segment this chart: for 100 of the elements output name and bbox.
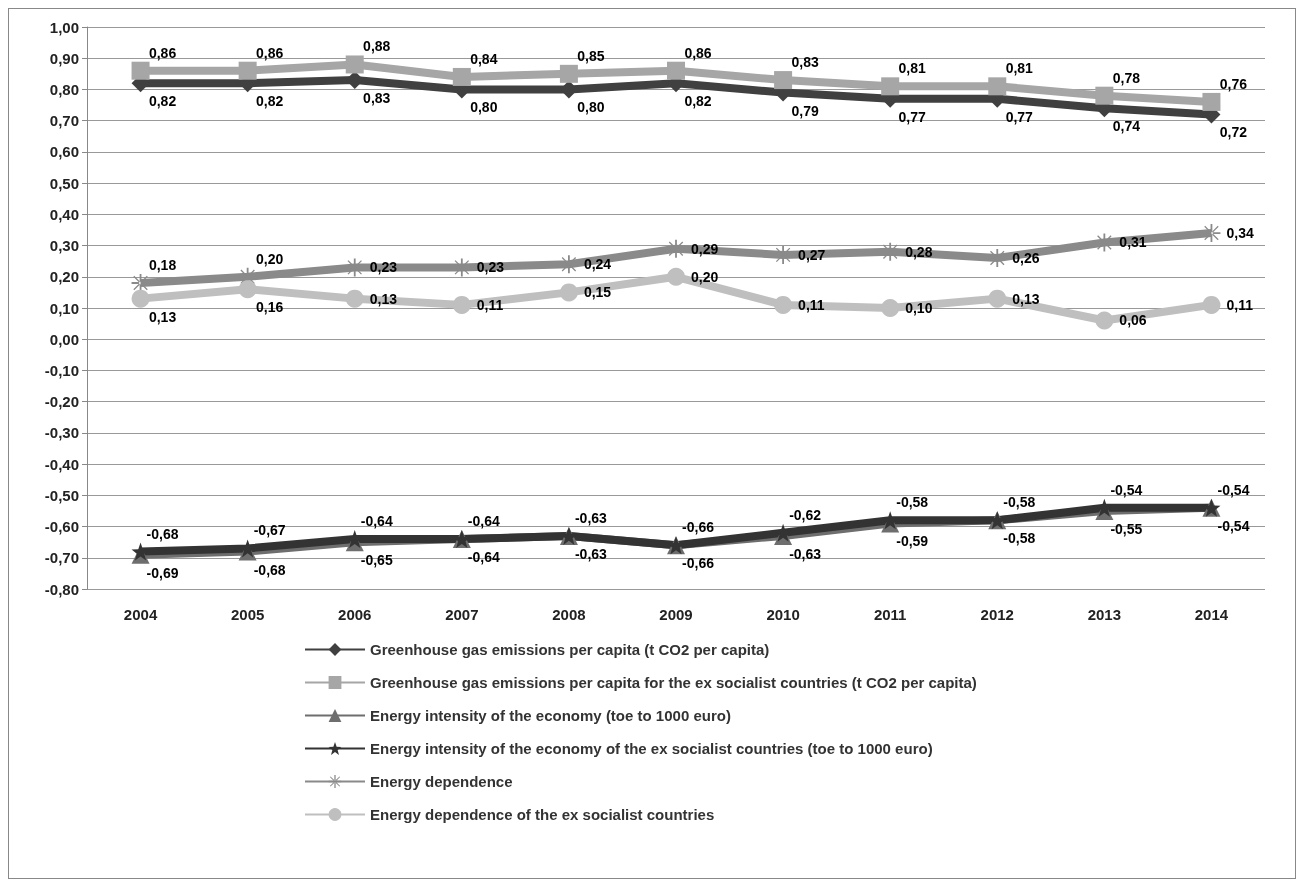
data-label: 0,82 bbox=[256, 93, 284, 110]
point bbox=[1202, 92, 1221, 111]
data-label: -0,58 bbox=[1003, 494, 1036, 511]
data-label: 0,10 bbox=[905, 300, 933, 316]
point bbox=[774, 295, 793, 314]
point bbox=[774, 71, 793, 90]
data-label: -0,55 bbox=[1110, 520, 1143, 537]
data-label: 0,83 bbox=[363, 90, 391, 107]
point bbox=[345, 258, 364, 277]
data-label: 0,74 bbox=[1112, 118, 1141, 135]
data-label: 0,16 bbox=[256, 299, 284, 316]
point bbox=[238, 61, 257, 80]
x-tick-label: 2011 bbox=[873, 606, 907, 623]
y-tick-label: 0,10 bbox=[49, 299, 79, 317]
data-label: 0,80 bbox=[470, 99, 498, 116]
y-tick-label: 0,70 bbox=[49, 112, 79, 130]
y-tick-label: 0,00 bbox=[49, 330, 79, 348]
data-label: 0,78 bbox=[1112, 69, 1141, 86]
point bbox=[1095, 233, 1114, 252]
data-label: 0,80 bbox=[577, 99, 605, 116]
y-tick-label: -0,60 bbox=[44, 518, 79, 536]
data-label: 0,13 bbox=[369, 290, 398, 307]
y-tick-label: 0,90 bbox=[49, 49, 79, 67]
x-tick-label: 2013 bbox=[1087, 606, 1122, 623]
data-label: -0,54 bbox=[1110, 481, 1143, 498]
point bbox=[452, 258, 471, 277]
data-label: -0,64 bbox=[467, 549, 500, 566]
point bbox=[345, 55, 364, 74]
data-label: 0,88 bbox=[363, 38, 391, 55]
legend-label: Energy intensity of the economy of the ex socialist countries (toe to 1000 euro) bbox=[370, 740, 933, 757]
data-label: 0,34 bbox=[1226, 225, 1254, 242]
point bbox=[1095, 311, 1114, 330]
data-label: -0,66 bbox=[682, 519, 715, 536]
x-tick-label: 2005 bbox=[230, 606, 265, 623]
data-label: -0,59 bbox=[896, 533, 929, 550]
data-label: -0,69 bbox=[146, 564, 179, 581]
y-tick-label: 0,20 bbox=[49, 268, 79, 286]
data-label: 0,24 bbox=[583, 256, 612, 273]
point bbox=[667, 239, 685, 258]
y-tick-label: -0,10 bbox=[44, 361, 79, 379]
x-tick-label: 2009 bbox=[659, 606, 693, 623]
legend-label: Energy dependence bbox=[370, 773, 513, 790]
data-label: 0,11 bbox=[798, 296, 825, 313]
y-tick-label: -0,40 bbox=[44, 455, 79, 473]
data-label: -0,62 bbox=[789, 506, 822, 523]
point bbox=[988, 77, 1007, 96]
point bbox=[452, 67, 471, 86]
data-label: 0,77 bbox=[898, 108, 927, 125]
data-label: 0,11 bbox=[1226, 296, 1254, 313]
data-label: -0,63 bbox=[574, 545, 608, 562]
data-label: -0,68 bbox=[253, 561, 286, 578]
y-tick-label: -0,50 bbox=[44, 486, 79, 504]
data-label: -0,54 bbox=[1217, 517, 1250, 534]
data-label: 0,28 bbox=[905, 243, 933, 260]
data-label: -0,58 bbox=[896, 494, 929, 511]
point bbox=[988, 289, 1007, 308]
point bbox=[881, 242, 900, 261]
data-label: -0,63 bbox=[574, 509, 608, 526]
y-tick-label: 0,80 bbox=[49, 80, 79, 98]
data-label: -0,64 bbox=[467, 513, 500, 530]
data-label: 0,77 bbox=[1005, 108, 1034, 125]
y-tick-label: -0,30 bbox=[44, 424, 79, 442]
x-tick-label: 2014 bbox=[1194, 606, 1229, 623]
point bbox=[1095, 86, 1114, 105]
data-label: -0,54 bbox=[1217, 481, 1250, 498]
data-label: 0,86 bbox=[256, 44, 284, 61]
data-label: -0,68 bbox=[146, 525, 179, 542]
y-tick-label: 1,00 bbox=[49, 18, 79, 36]
data-label: 0,85 bbox=[577, 47, 605, 64]
data-label: 0,20 bbox=[691, 268, 719, 285]
legend-label: Energy dependence of the ex socialist countries bbox=[370, 806, 715, 823]
point bbox=[988, 249, 1007, 268]
data-label: 0,84 bbox=[470, 50, 498, 67]
data-label: 0,81 bbox=[1005, 60, 1034, 77]
data-label: 0,29 bbox=[691, 240, 719, 257]
data-label: -0,67 bbox=[253, 522, 286, 539]
data-label: 0,06 bbox=[1119, 312, 1147, 329]
point bbox=[238, 280, 257, 299]
data-label: -0,64 bbox=[360, 513, 393, 530]
data-label: 0,20 bbox=[256, 250, 284, 267]
y-tick-label: -0,80 bbox=[44, 580, 79, 598]
x-tick-label: 2006 bbox=[338, 606, 372, 623]
data-label: 0,23 bbox=[369, 259, 398, 276]
y-tick-label: -0,20 bbox=[44, 393, 79, 411]
data-label: 0,76 bbox=[1219, 75, 1248, 92]
data-label: 0,83 bbox=[791, 54, 819, 71]
point bbox=[667, 267, 685, 286]
data-label: 0,13 bbox=[1012, 290, 1040, 307]
data-label: 0,86 bbox=[148, 44, 177, 61]
data-label: 0,11 bbox=[476, 296, 504, 313]
y-tick-label: -0,70 bbox=[44, 549, 79, 567]
data-label: -0,63 bbox=[789, 545, 822, 562]
point bbox=[131, 274, 150, 293]
data-label: 0,18 bbox=[148, 257, 177, 274]
point bbox=[667, 61, 685, 80]
data-label: 0,82 bbox=[148, 93, 177, 110]
y-tick-label: 0,40 bbox=[49, 205, 79, 223]
data-label: -0,65 bbox=[360, 552, 393, 569]
point bbox=[1202, 295, 1221, 314]
y-tick-label: 0,50 bbox=[49, 174, 79, 192]
